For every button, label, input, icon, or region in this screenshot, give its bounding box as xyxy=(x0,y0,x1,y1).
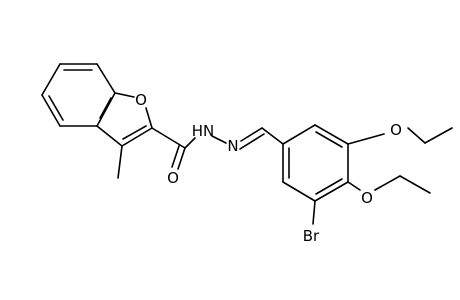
bond xyxy=(114,92,135,98)
bond xyxy=(151,127,186,149)
atom-label: HN xyxy=(192,122,215,140)
bond xyxy=(314,181,349,202)
bond xyxy=(41,94,61,127)
atom-label: O xyxy=(167,169,179,187)
atom-label: O xyxy=(361,189,373,207)
bond xyxy=(261,127,284,145)
atom-label: N xyxy=(227,137,238,155)
bond xyxy=(239,133,265,150)
bond xyxy=(122,125,147,140)
bond xyxy=(282,181,316,202)
atom-label: O xyxy=(135,91,147,109)
bond xyxy=(117,145,123,179)
bond xyxy=(347,181,361,191)
atom-label: Br xyxy=(303,227,320,245)
bond xyxy=(374,175,401,191)
bond xyxy=(314,124,349,145)
bond xyxy=(211,135,227,144)
bond xyxy=(407,127,426,144)
bond xyxy=(184,137,196,149)
atom-labels: O O HN N O O Br xyxy=(135,91,402,245)
bond xyxy=(424,127,453,144)
bond xyxy=(96,63,116,94)
bond xyxy=(177,147,186,170)
bond xyxy=(240,127,263,142)
bond xyxy=(145,107,153,129)
bond xyxy=(315,131,343,148)
bond xyxy=(41,63,61,96)
bond xyxy=(282,124,316,145)
bond xyxy=(99,97,112,119)
bond xyxy=(315,178,343,195)
atom-label: O xyxy=(390,121,402,139)
bond xyxy=(347,133,385,145)
bond xyxy=(96,92,116,127)
bond xyxy=(96,125,123,147)
bond xyxy=(121,127,153,147)
bonds xyxy=(41,63,453,225)
bond xyxy=(399,175,431,194)
bond xyxy=(171,145,180,168)
bond xyxy=(48,95,64,121)
bond xyxy=(312,200,316,225)
